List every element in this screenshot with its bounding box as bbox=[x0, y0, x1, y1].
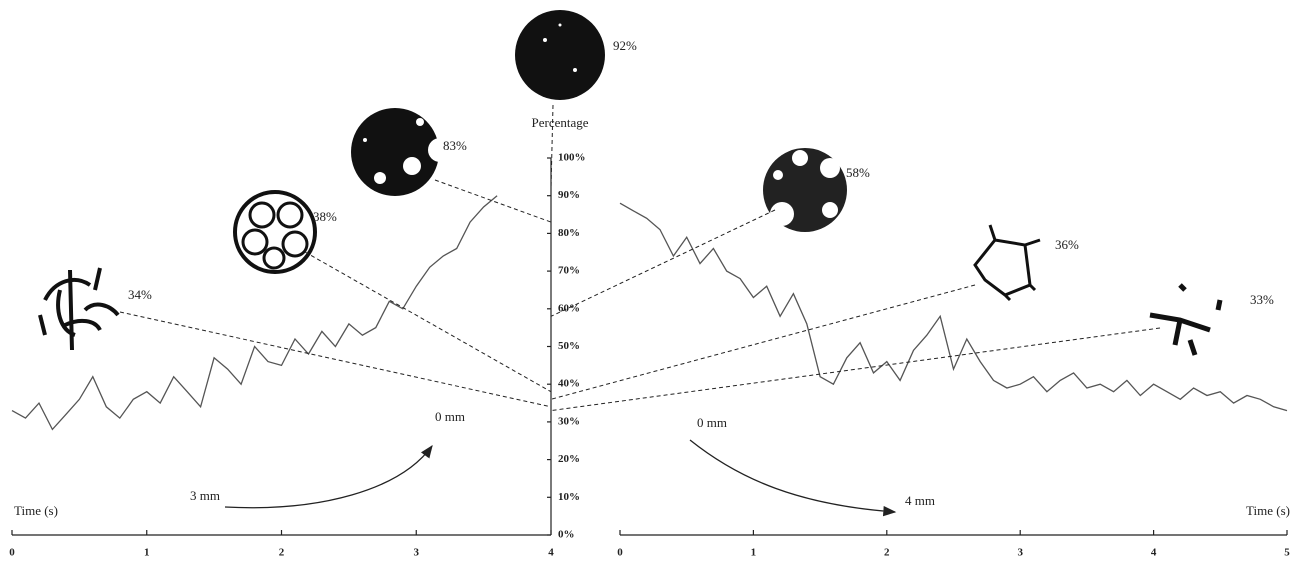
y-tick-label: 90% bbox=[558, 189, 580, 201]
micrograph bbox=[351, 108, 452, 196]
y-axis-title: Percentage bbox=[531, 115, 588, 130]
pointer-line bbox=[551, 328, 1160, 411]
y-tick-label: 70% bbox=[558, 265, 580, 277]
y-tick-label: 10% bbox=[558, 491, 580, 503]
x-tick-label: 5 bbox=[1284, 547, 1290, 559]
y-tick-label: 50% bbox=[558, 340, 580, 352]
annotation-label: 58% bbox=[846, 165, 870, 180]
annotation-label: 83% bbox=[443, 138, 467, 153]
micrograph bbox=[235, 192, 315, 272]
y-tick-label: 20% bbox=[558, 453, 580, 465]
pointer-line bbox=[120, 312, 551, 407]
x-tick-label: 2 bbox=[884, 547, 890, 559]
x-tick-label: 3 bbox=[1017, 547, 1023, 559]
micrograph bbox=[40, 268, 118, 350]
x-tick-label: 1 bbox=[751, 547, 757, 559]
annotation-label: 38% bbox=[313, 209, 337, 224]
x-tick-label: 0 bbox=[9, 547, 15, 559]
annotation-label: 36% bbox=[1055, 237, 1079, 252]
micrograph bbox=[515, 10, 605, 100]
pointer-line bbox=[435, 180, 551, 222]
distance-label: 4 mm bbox=[905, 493, 935, 508]
annotation-label: 34% bbox=[128, 287, 152, 302]
y-tick-label: 0% bbox=[558, 529, 575, 541]
annotation-label: 33% bbox=[1250, 292, 1274, 307]
y-tick-label: 30% bbox=[558, 415, 580, 427]
y-tick-label: 80% bbox=[558, 227, 580, 239]
x-axis-label: Time (s) bbox=[14, 503, 58, 518]
distance-label: 0 mm bbox=[435, 409, 465, 424]
x-tick-label: 3 bbox=[414, 547, 420, 559]
x-tick-label: 0 bbox=[617, 547, 623, 559]
y-tick-label: 40% bbox=[558, 378, 580, 390]
micrograph bbox=[1150, 285, 1220, 355]
x-tick-label: 1 bbox=[144, 547, 150, 559]
pointer-line bbox=[551, 210, 775, 316]
figure: Percentage 0%10%20%30%40%50%60%70%80%90%… bbox=[0, 0, 1297, 562]
micrograph bbox=[763, 148, 847, 232]
arrow bbox=[225, 446, 432, 508]
distance-label: 0 mm bbox=[697, 415, 727, 430]
annotation-label: 92% bbox=[613, 38, 637, 53]
arrow bbox=[690, 440, 895, 512]
x-tick-label: 4 bbox=[548, 547, 554, 559]
y-tick-label: 100% bbox=[558, 152, 586, 164]
x-tick-label: 4 bbox=[1151, 547, 1157, 559]
series-line bbox=[620, 203, 1287, 410]
pointer-line bbox=[305, 252, 551, 392]
distance-label: 3 mm bbox=[190, 488, 220, 503]
x-axis-label: Time (s) bbox=[1246, 503, 1290, 518]
x-tick-label: 2 bbox=[279, 547, 285, 559]
micrograph bbox=[975, 225, 1040, 300]
